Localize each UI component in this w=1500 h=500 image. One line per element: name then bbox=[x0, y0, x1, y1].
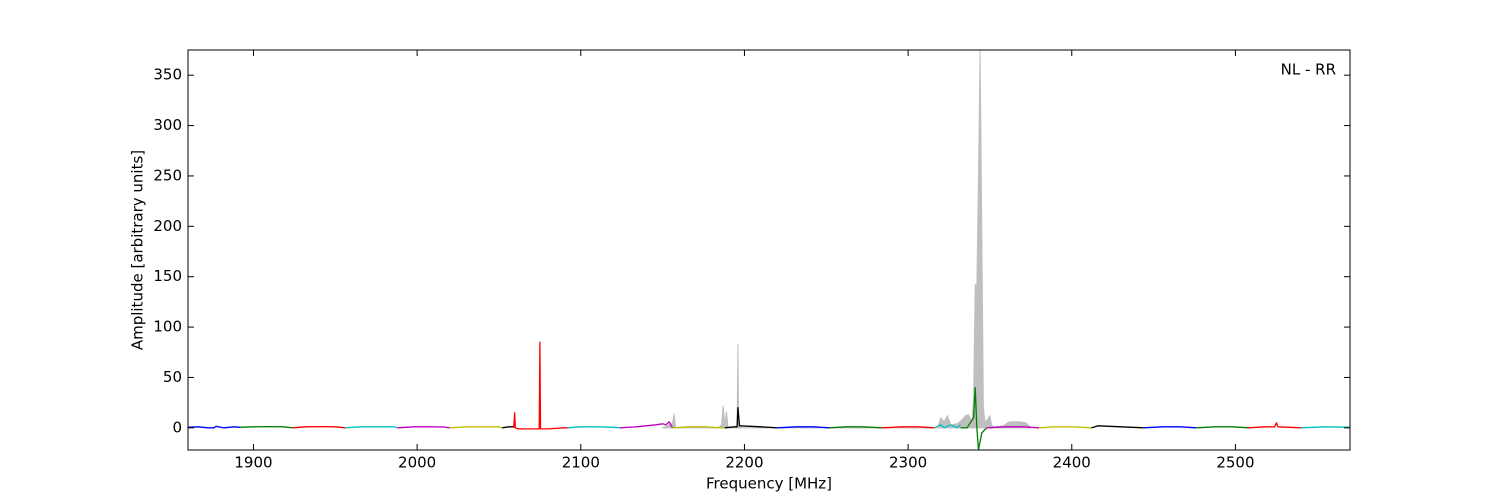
x-tick-label: 2400 bbox=[1053, 454, 1091, 472]
x-tick-label: 1900 bbox=[234, 454, 272, 472]
y-tick-label: 0 bbox=[172, 418, 182, 436]
spectrum-line bbox=[986, 426, 1040, 429]
spectrum-line bbox=[240, 425, 293, 429]
plot-area bbox=[188, 50, 1350, 450]
y-tick-label: 100 bbox=[153, 318, 182, 336]
spectrum-line bbox=[829, 426, 882, 429]
y-axis-label: Amplitude [arbitrary units] bbox=[129, 150, 147, 350]
y-tick-label: 50 bbox=[163, 368, 182, 386]
annotation: NL - RR bbox=[1281, 61, 1336, 79]
envelope-area bbox=[662, 50, 1032, 429]
spectrum-line bbox=[960, 386, 988, 450]
spectrum-line bbox=[292, 425, 346, 429]
spectrum-line bbox=[881, 426, 935, 429]
spectrum-line bbox=[724, 407, 778, 429]
y-tick-label: 150 bbox=[153, 267, 182, 285]
axes-frame bbox=[187, 49, 1351, 451]
x-tick-label: 2500 bbox=[1216, 454, 1254, 472]
x-tick-label: 2000 bbox=[398, 454, 436, 472]
spectrum-line bbox=[1091, 425, 1144, 429]
spectrum-line bbox=[397, 426, 450, 429]
spectrum-line bbox=[567, 426, 621, 429]
x-axis-label: Frequency [MHz] bbox=[706, 475, 832, 493]
spectrum-line bbox=[513, 341, 568, 430]
spectrum-line bbox=[345, 426, 398, 429]
x-tick-label: 2300 bbox=[889, 454, 927, 472]
y-tick-label: 250 bbox=[153, 166, 182, 184]
spectrum-line bbox=[1143, 426, 1197, 429]
spectrum-line bbox=[620, 421, 674, 429]
spectrum-line bbox=[1196, 426, 1249, 429]
spectrum-line bbox=[672, 426, 725, 429]
x-tick-label: 2200 bbox=[725, 454, 763, 472]
spectrum-line bbox=[1248, 422, 1301, 429]
spectrum-line bbox=[777, 426, 830, 429]
spectrum-line bbox=[1039, 426, 1092, 429]
y-tick-label: 300 bbox=[153, 116, 182, 134]
y-tick-label: 350 bbox=[153, 66, 182, 84]
spectrum-line bbox=[1300, 426, 1350, 429]
spectrum-line bbox=[934, 424, 961, 429]
spectrum-line bbox=[188, 425, 241, 429]
x-tick-label: 2100 bbox=[562, 454, 600, 472]
spectrum-line bbox=[449, 426, 503, 429]
y-tick-label: 200 bbox=[153, 217, 182, 235]
